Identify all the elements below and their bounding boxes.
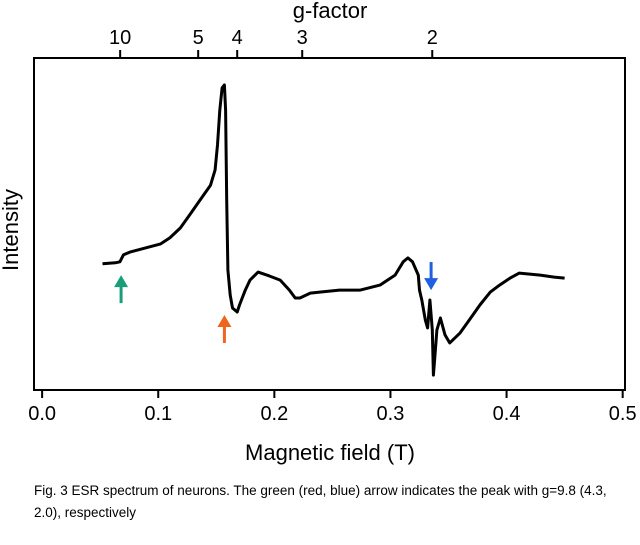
x2-tick-label: 3 bbox=[297, 27, 308, 49]
x-tick-label: 0.2 bbox=[260, 403, 288, 425]
arrow-head bbox=[217, 314, 232, 327]
x-axis-label: Magnetic field (T) bbox=[245, 440, 415, 465]
spectrum-line bbox=[102, 83, 565, 377]
plot-frame bbox=[33, 57, 626, 391]
chart: g-factor Magnetic field (T) Intensity 0.… bbox=[0, 0, 637, 465]
x2-tick-label: 2 bbox=[427, 27, 438, 49]
x-tick-label: 0.5 bbox=[609, 403, 637, 425]
x-tick-label: 0.4 bbox=[493, 403, 521, 425]
x-tick-label: 0.1 bbox=[144, 403, 172, 425]
arrow-head bbox=[424, 278, 439, 291]
caption: Fig. 3 ESR spectrum of neurons. The gree… bbox=[34, 483, 607, 520]
x2-tick-label: 5 bbox=[193, 27, 204, 49]
x2-tick-label: 4 bbox=[232, 27, 243, 49]
x2-tick-label: 10 bbox=[109, 27, 131, 49]
x2-axis-label: g-factor bbox=[293, 0, 368, 23]
y-axis-label: Intensity bbox=[0, 189, 23, 271]
arrow-head bbox=[114, 275, 129, 288]
x-tick-label: 0.0 bbox=[28, 403, 56, 425]
x-tick-label: 0.3 bbox=[377, 403, 405, 425]
